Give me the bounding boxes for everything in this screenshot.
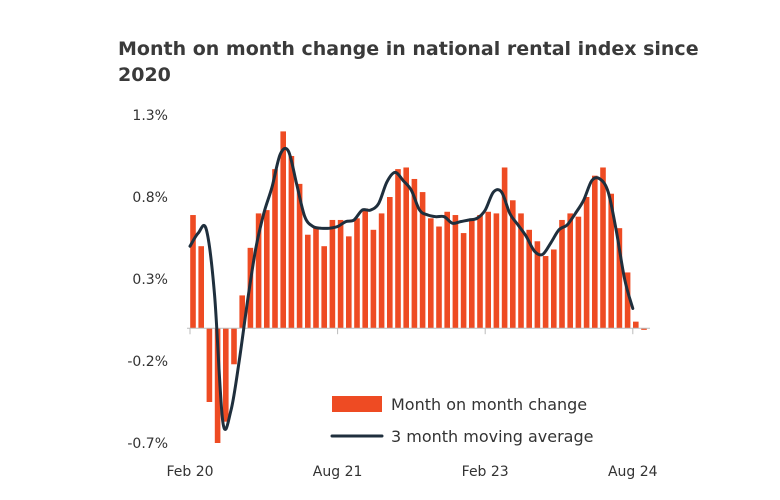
bar-oct-20	[255, 213, 262, 329]
bar-jul-24	[624, 272, 631, 329]
bar-jan-22	[378, 213, 385, 329]
bar-dec-22	[469, 219, 475, 329]
y-tick-label: 0.3%	[132, 272, 168, 288]
legend: Month on month change 3 month moving ave…	[330, 395, 593, 446]
bar-feb-24	[583, 197, 590, 329]
bar-aug-21	[337, 219, 344, 329]
bar-series	[190, 131, 647, 443]
bar-jun-23	[518, 213, 524, 329]
bar-jan-23	[477, 215, 483, 329]
bar-dec-21	[370, 229, 377, 329]
y-tick-labels: 1.3% 0.8% 0.3% -0.2% -0.7%	[127, 108, 168, 452]
legend-label-line: 3 month moving average	[391, 427, 593, 446]
bar-mar-22	[395, 169, 401, 329]
chart-title: Month on month change in national rental…	[118, 38, 699, 86]
bar-sep-21	[346, 236, 352, 329]
bar-may-22	[411, 178, 418, 329]
bar-nov-23	[559, 219, 565, 329]
bar-sep-23	[542, 256, 549, 329]
bar-apr-21	[305, 234, 311, 329]
bar-feb-20	[190, 215, 196, 329]
bar-may-24	[608, 193, 614, 329]
bar-feb-22	[387, 197, 393, 329]
bar-oct-23	[551, 249, 557, 329]
legend-label-bar: Month on month change	[391, 395, 587, 414]
bar-oct-22	[452, 215, 459, 329]
bar-jan-21	[280, 131, 286, 329]
moving-average-line	[188, 146, 635, 431]
y-tick-label: -0.7%	[127, 436, 168, 452]
bar-nov-21	[362, 208, 368, 329]
bar-mar-21	[296, 183, 303, 329]
bar-apr-20	[206, 328, 213, 402]
bar-feb-21	[288, 156, 295, 329]
bar-may-21	[313, 226, 319, 329]
bar-jun-22	[419, 192, 426, 329]
bar-jun-20	[223, 328, 229, 422]
bar-sep-22	[444, 211, 450, 329]
bar-jul-23	[526, 229, 532, 329]
x-tick-marks	[189, 328, 634, 335]
x-tick-labels: Feb 20 Aug 21 Feb 23 Aug 24	[166, 464, 657, 480]
bar-mar-24	[592, 175, 598, 329]
y-tick-label: 0.8%	[132, 190, 168, 206]
bar-aug-23	[534, 241, 541, 329]
bar-oct-21	[354, 218, 360, 329]
bar-sep-24	[641, 328, 647, 330]
bar-apr-22	[403, 167, 409, 329]
x-tick-label: Feb 23	[462, 464, 509, 480]
bar-may-20	[214, 328, 221, 443]
bar-jul-20	[231, 328, 237, 365]
x-tick-label: Feb 20	[166, 464, 213, 480]
bar-feb-23	[485, 211, 491, 329]
bar-nov-20	[264, 210, 270, 329]
bar-aug-20	[239, 295, 245, 329]
bar-jul-22	[428, 218, 434, 329]
bar-apr-23	[501, 167, 508, 329]
bar-aug-24	[633, 321, 639, 329]
bar-dec-23	[567, 213, 573, 329]
bar-dec-20	[272, 169, 278, 329]
bar-jun-24	[616, 228, 623, 329]
bar-nov-22	[460, 233, 467, 329]
bar-may-23	[510, 200, 516, 329]
bar-mar-20	[198, 246, 204, 329]
x-tick-label: Aug 24	[608, 464, 658, 480]
bar-mar-23	[493, 213, 500, 329]
x-tick-label: Aug 21	[313, 464, 363, 480]
bar-apr-24	[600, 167, 606, 329]
bar-jun-21	[321, 246, 327, 329]
y-tick-label: 1.3%	[132, 108, 168, 124]
bar-jul-21	[329, 219, 336, 329]
bar-jan-24	[575, 216, 582, 329]
bar-aug-22	[436, 226, 442, 329]
legend-swatch-bar	[332, 396, 382, 412]
y-tick-label: -0.2%	[127, 354, 168, 370]
